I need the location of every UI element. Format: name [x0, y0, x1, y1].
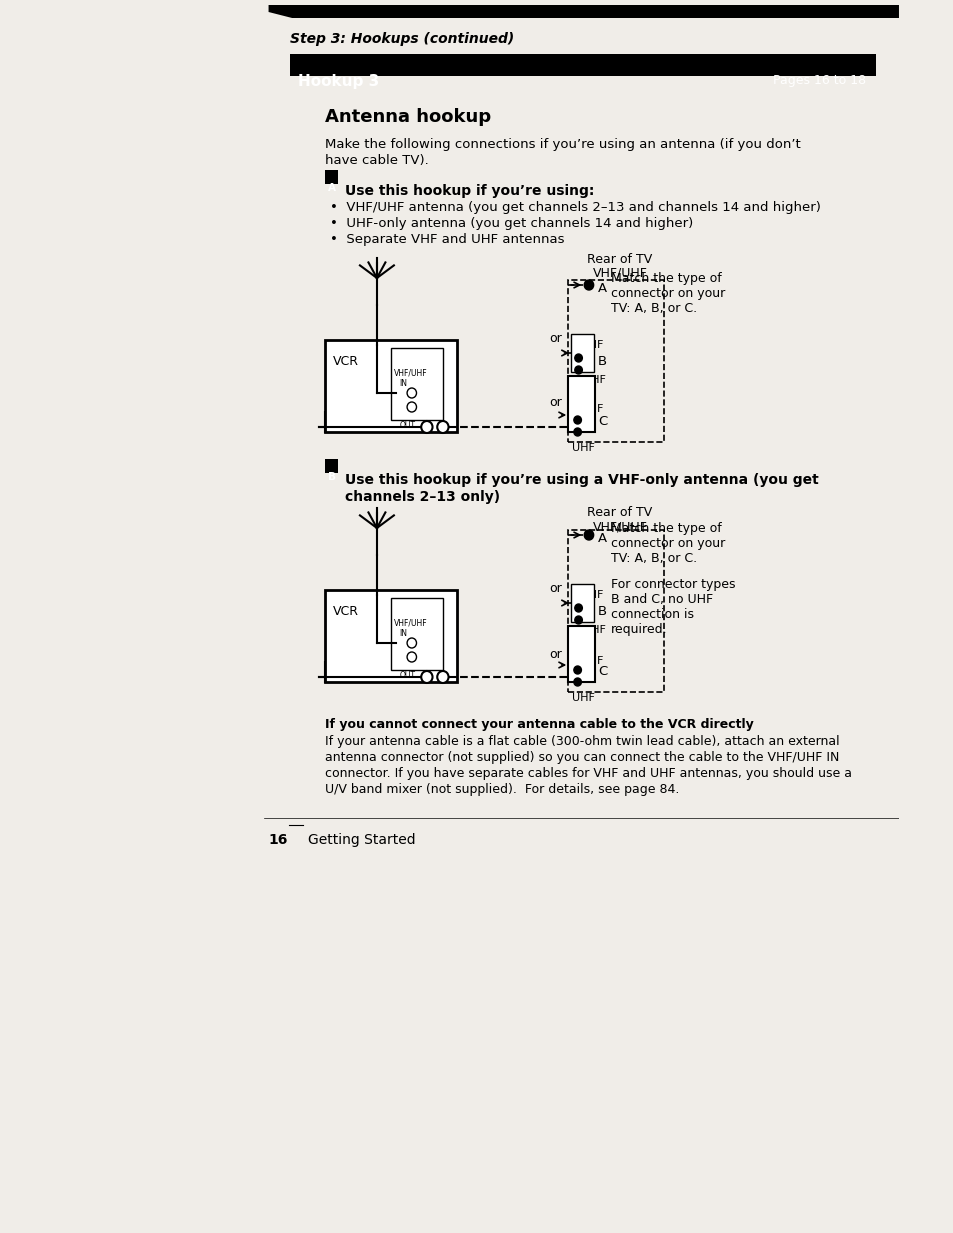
Text: Make the following connections if you’re using an antenna (if you don’t: Make the following connections if you’re… [325, 138, 800, 150]
Text: have cable TV).: have cable TV). [325, 154, 429, 166]
Bar [568, 280, 663, 441]
Bar [391, 348, 442, 420]
Text: Use this hookup if you’re using a VHF-only antenna (you get: Use this hookup if you’re using a VHF-on… [345, 473, 818, 487]
Text: VHF/UHF: VHF/UHF [394, 367, 427, 377]
Text: •  Separate VHF and UHF antennas: • Separate VHF and UHF antennas [330, 233, 564, 247]
Text: connector. If you have separate cables for VHF and UHF antennas, you should use : connector. If you have separate cables f… [325, 767, 851, 780]
Text: or: or [549, 649, 561, 661]
Text: Pages 16 to 18: Pages 16 to 18 [772, 74, 865, 88]
Text: VCR: VCR [333, 355, 358, 367]
Text: B: B [597, 605, 606, 618]
Text: Hookup 3: Hookup 3 [297, 74, 378, 89]
Circle shape [574, 428, 580, 436]
Bar [568, 376, 594, 432]
Text: B: B [597, 355, 606, 367]
Circle shape [436, 420, 448, 433]
Text: Rear of TV: Rear of TV [587, 253, 652, 266]
Bar [325, 340, 456, 432]
Bar [325, 591, 456, 682]
Text: UHF: UHF [582, 375, 605, 385]
Circle shape [575, 604, 581, 612]
Text: A: A [597, 531, 606, 545]
Circle shape [574, 678, 580, 686]
Text: B: B [327, 472, 335, 482]
Circle shape [421, 671, 432, 683]
Bar [391, 598, 442, 670]
Text: Use this hookup if you’re using:: Use this hookup if you’re using: [345, 184, 594, 199]
Text: •  UHF-only antenna (you get channels 14 and higher): • UHF-only antenna (you get channels 14 … [330, 217, 692, 231]
Circle shape [575, 354, 581, 363]
Text: VHF/UHF: VHF/UHF [592, 520, 647, 533]
Text: VHF/UHF: VHF/UHF [592, 268, 647, 280]
Circle shape [574, 416, 580, 424]
Text: VHF: VHF [581, 340, 604, 350]
Polygon shape [269, 5, 898, 18]
Bar [571, 584, 593, 621]
Text: Step 3: Hookups (continued): Step 3: Hookups (continued) [290, 32, 514, 46]
Text: OUT: OUT [399, 671, 416, 681]
Text: If your antenna cable is a flat cable (300-ohm twin lead cable), attach an exter: If your antenna cable is a flat cable (3… [325, 735, 839, 748]
Text: Match the type of
connector on your
TV: A, B, or C.: Match the type of connector on your TV: … [610, 522, 724, 565]
Text: •  VHF/UHF antenna (you get channels 2–13 and channels 14 and higher): • VHF/UHF antenna (you get channels 2–13… [330, 201, 820, 215]
Text: C: C [598, 416, 607, 428]
Text: antenna connector (not supplied) so you can connect the cable to the VHF/UHF IN: antenna connector (not supplied) so you … [325, 751, 839, 764]
Text: For connector types
B and C, no UHF
connection is
required.: For connector types B and C, no UHF conn… [610, 578, 735, 636]
Text: 16: 16 [269, 834, 288, 847]
Bar [568, 626, 594, 682]
Text: UHF: UHF [572, 443, 595, 453]
Text: or: or [549, 582, 561, 596]
Circle shape [575, 366, 581, 374]
Text: U/V band mixer (not supplied).  For details, see page 84.: U/V band mixer (not supplied). For detai… [325, 783, 679, 797]
Text: VHF/UHF: VHF/UHF [394, 618, 427, 628]
Text: IN: IN [399, 379, 407, 388]
Circle shape [583, 280, 593, 290]
Text: Rear of TV: Rear of TV [587, 506, 652, 519]
Text: or: or [549, 396, 561, 409]
Text: A: A [327, 182, 335, 194]
Text: VHF: VHF [581, 656, 604, 666]
Text: OUT: OUT [399, 420, 416, 430]
Bar [568, 530, 663, 692]
Text: C: C [598, 665, 607, 678]
Text: Antenna hookup: Antenna hookup [325, 109, 491, 126]
Text: or: or [549, 332, 561, 345]
Bar [325, 170, 338, 184]
Circle shape [421, 420, 432, 433]
Text: UHF: UHF [582, 625, 605, 635]
Text: UHF: UHF [572, 693, 595, 703]
Bar [325, 459, 338, 473]
Text: VHF: VHF [581, 591, 604, 600]
Text: IN: IN [399, 629, 407, 637]
Bar [571, 334, 593, 372]
Circle shape [574, 666, 580, 674]
Text: Match the type of
connector on your
TV: A, B, or C.: Match the type of connector on your TV: … [610, 272, 724, 314]
Text: A: A [597, 282, 606, 295]
Text: If you cannot connect your antenna cable to the VCR directly: If you cannot connect your antenna cable… [325, 718, 753, 731]
Text: VCR: VCR [333, 605, 358, 618]
Text: Getting Started: Getting Started [308, 834, 416, 847]
Text: channels 2–13 only): channels 2–13 only) [345, 490, 499, 504]
Circle shape [436, 671, 448, 683]
Bar [290, 54, 876, 76]
Circle shape [583, 530, 593, 540]
Circle shape [575, 616, 581, 624]
Text: VHF: VHF [581, 404, 604, 414]
